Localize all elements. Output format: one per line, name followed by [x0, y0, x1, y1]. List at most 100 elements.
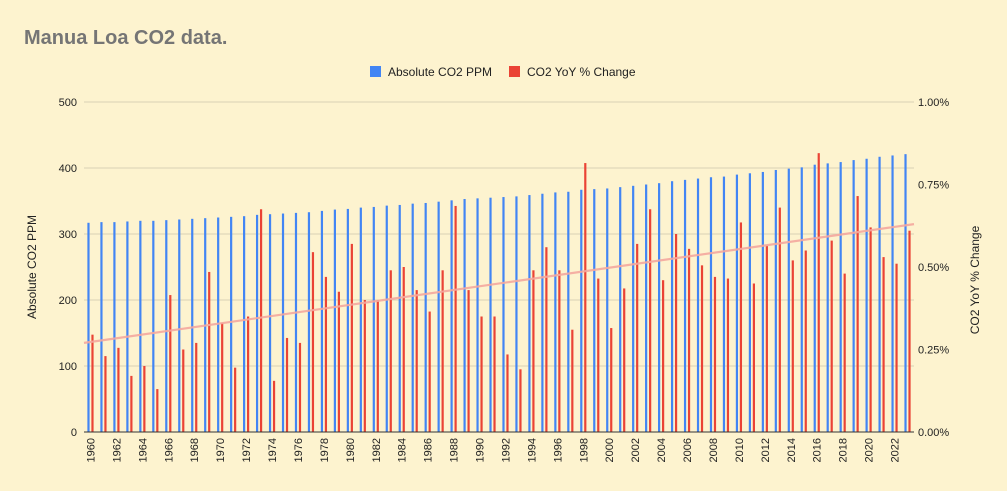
x-tick-label: 1982	[371, 438, 383, 462]
bar-absolute	[281, 213, 285, 432]
bar-absolute	[606, 188, 609, 432]
bar-absolute	[320, 210, 324, 432]
bar-absolute	[632, 185, 635, 432]
bar-absolute	[489, 197, 492, 432]
bar-yoy	[195, 342, 198, 432]
y-axis-title: Absolute CO2 PPM	[25, 215, 39, 319]
bar-yoy	[817, 153, 820, 432]
bar-absolute	[761, 171, 764, 432]
bar-yoy	[234, 367, 237, 432]
bar-absolute	[126, 221, 129, 432]
y2-tick-label: 0.75%	[918, 180, 949, 192]
x-tick-label: 1996	[552, 438, 564, 462]
bar-yoy	[597, 278, 600, 432]
bar-yoy	[259, 209, 263, 432]
bar-yoy	[389, 270, 392, 432]
bar-absolute	[463, 199, 466, 432]
bar-absolute	[839, 162, 842, 432]
bar-yoy	[545, 247, 548, 432]
x-tick-label: 1986	[423, 438, 435, 462]
bar-absolute	[230, 216, 233, 432]
bar-yoy	[558, 270, 561, 432]
bar-yoy	[376, 300, 379, 432]
x-tick-label: 1964	[137, 438, 149, 462]
bar-absolute	[450, 200, 453, 432]
bar-absolute	[268, 214, 272, 432]
bar-absolute	[139, 220, 142, 432]
bar-yoy	[272, 380, 276, 432]
trendline	[83, 223, 915, 344]
bar-yoy	[285, 337, 289, 432]
x-tick-label: 2012	[760, 438, 772, 462]
bar-absolute	[359, 207, 362, 432]
bar-absolute	[346, 208, 349, 432]
bar-yoy	[182, 349, 185, 432]
bar-absolute	[567, 191, 570, 432]
bar-absolute	[787, 168, 790, 432]
x-tick-label: 2010	[734, 438, 746, 462]
x-tick-label: 2014	[786, 438, 798, 462]
legend-label-absolute: Absolute CO2 PPM	[388, 65, 492, 79]
y-tick-label: 300	[59, 229, 77, 241]
bar-absolute	[593, 189, 596, 432]
bar-absolute	[696, 178, 700, 432]
x-tick-label: 1984	[397, 438, 409, 462]
bar-absolute	[619, 187, 622, 432]
y2-axis-title: CO2 YoY % Change	[968, 225, 982, 334]
x-tick-label: 1980	[345, 438, 357, 462]
x-tick-label: 1966	[163, 438, 175, 462]
x-tick-label: 1968	[189, 438, 201, 462]
x-tick-label: 1974	[267, 438, 279, 462]
bar-yoy	[700, 265, 704, 432]
bar-absolute	[683, 179, 687, 432]
bar-yoy	[104, 356, 107, 432]
bar-absolute	[658, 183, 661, 432]
bar-absolute	[748, 173, 751, 432]
bar-yoy	[415, 290, 418, 432]
legend-label-yoy: CO2 YoY % Change	[527, 65, 636, 79]
bar-yoy	[674, 234, 678, 432]
right-axis-ticks: 0.00% 0.25% 0.50% 0.75% 1.00%	[918, 97, 949, 439]
bar-absolute	[424, 202, 427, 432]
x-tick-label: 2006	[682, 438, 694, 462]
bar-absolute	[165, 220, 168, 432]
x-tick-label: 1962	[111, 438, 123, 462]
bar-yoy	[143, 366, 146, 432]
bar-absolute	[294, 212, 298, 432]
bar-yoy	[778, 207, 781, 432]
series-yoy-bars	[91, 153, 911, 433]
y2-tick-label: 0.25%	[918, 345, 949, 357]
bar-absolute	[813, 164, 816, 432]
x-tick-label: 2018	[838, 438, 850, 462]
bar-absolute	[243, 216, 246, 432]
x-tick-label: 1988	[449, 438, 461, 462]
x-tick-label: 2022	[890, 438, 902, 462]
bar-yoy	[363, 300, 366, 432]
bar-absolute	[398, 204, 401, 432]
bar-yoy	[584, 163, 587, 433]
bar-absolute	[800, 167, 803, 432]
bar-absolute	[515, 196, 518, 432]
bar-absolute	[411, 203, 414, 432]
bar-yoy	[311, 252, 315, 432]
bar-yoy	[713, 276, 717, 432]
bar-yoy	[130, 375, 133, 432]
y-tick-label: 200	[59, 295, 77, 307]
bar-yoy	[856, 196, 859, 432]
y-tick-label: 0	[71, 427, 77, 439]
bar-absolute	[722, 176, 726, 432]
bar-yoy	[117, 347, 120, 432]
bar-yoy	[571, 329, 574, 432]
x-tick-label: 2008	[708, 438, 720, 462]
bar-yoy	[610, 328, 613, 432]
y2-tick-label: 0.50%	[918, 262, 949, 274]
bar-yoy	[649, 209, 652, 432]
bar-absolute	[645, 184, 648, 432]
bar-yoy	[324, 276, 328, 432]
y2-tick-label: 1.00%	[918, 97, 949, 109]
bar-yoy	[156, 389, 159, 432]
chart-title: Manua Loa CO2 data.	[24, 27, 227, 49]
x-tick-label: 1978	[319, 438, 331, 462]
x-tick-label: 2000	[604, 438, 616, 462]
bar-yoy	[506, 354, 509, 432]
